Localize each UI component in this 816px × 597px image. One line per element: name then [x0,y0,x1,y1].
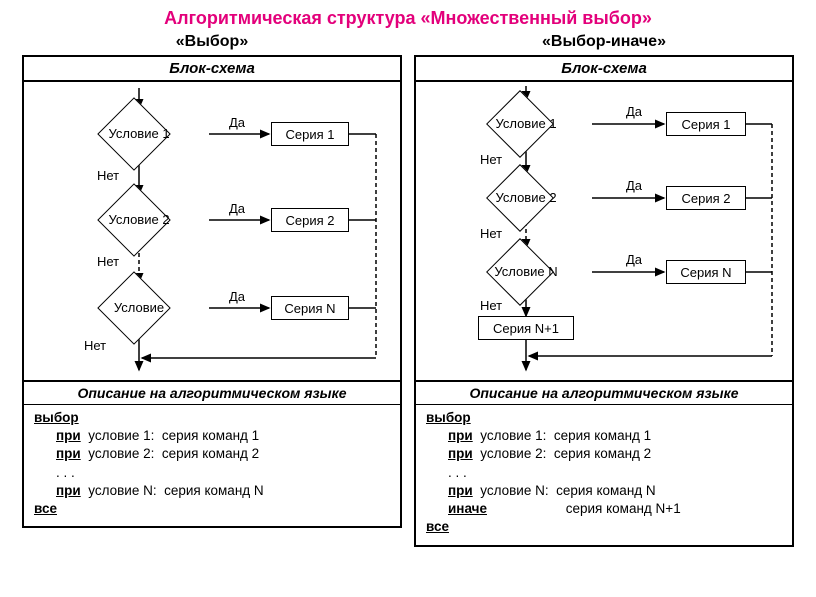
rect-series-else: Серия N+1 [478,316,574,340]
no-2r: Нет [480,226,502,241]
cond-rn: условие N: [480,483,548,498]
flowchart-right: Условие 1 Условие 2 Условие N Серия 1 Се… [416,82,792,380]
kw-case-r2: при [448,446,473,461]
no-1r: Нет [480,152,502,167]
dots-l: . . . [34,464,390,482]
rect-series-nr: Серия N [666,260,746,284]
rect-series-1: Серия 1 [271,122,349,146]
panel-right: «Выбор-иначе» Блок-схема [414,33,794,547]
cond-2r-label: Условие 2 [472,190,580,205]
act-r1: серия команд 1 [554,428,651,443]
section-header-left: Блок-схема [24,57,400,82]
cond-nr-label: Условие N [472,264,580,279]
kw-case-r1: при [448,428,473,443]
no-nr: Нет [480,298,502,313]
yes-2: Да [229,201,245,216]
kw-end-r: все [426,519,449,534]
section-header-right: Блок-схема [416,57,792,82]
act-r2: серия команд 2 [554,446,651,461]
main-title: Алгоритмическая структура «Множественный… [0,0,816,33]
desc-body-right: выбор при условие 1: серия команд 1 при … [416,405,792,545]
desc-header-right: Описание на алгоритмическом языке [416,380,792,405]
yes-n: Да [229,289,245,304]
no-1: Нет [97,168,119,183]
desc-body-left: выбор при условие 1: серия команд 1 при … [24,405,400,526]
subtitle-left: «Выбор» [22,33,402,51]
kw-case-l1: при [56,428,81,443]
no-2: Нет [97,254,119,269]
cond-r2: условие 2: [480,446,546,461]
act-rn: серия команд N [556,483,656,498]
yes-nr: Да [626,252,642,267]
cond-1r-label: Условие 1 [472,116,580,131]
kw-case-ln: при [56,483,81,498]
subtitle-right: «Выбор-иначе» [414,33,794,51]
yes-2r: Да [626,178,642,193]
cond-r1: условие 1: [480,428,546,443]
kw-end-l: все [34,501,57,516]
panels-row: «Выбор» Блок-схема [0,33,816,547]
desc-header-left: Описание на алгоритмическом языке [24,380,400,405]
kw-case-l2: при [56,446,81,461]
cond-2-label: Условие 2 [84,212,194,227]
dots-r: . . . [426,464,782,482]
act-l1: серия команд 1 [162,428,259,443]
yes-1: Да [229,115,245,130]
cond-1-label: Условие 1 [84,126,194,141]
cond-ln: условие N: [88,483,156,498]
flowchart-left: Условие 1 Условие 2 Условие Серия 1 Сери… [24,82,400,380]
rect-series-2r: Серия 2 [666,186,746,210]
no-n: Нет [84,338,106,353]
act-ln: серия команд N [164,483,264,498]
act-relse: серия команд N+1 [566,501,681,516]
rect-series-1r: Серия 1 [666,112,746,136]
cond-l1: условие 1: [88,428,154,443]
rect-series-n: Серия N [271,296,349,320]
cond-n-label: Условие [84,300,194,315]
cond-l2: условие 2: [88,446,154,461]
panel-left: «Выбор» Блок-схема [22,33,402,547]
act-l2: серия команд 2 [162,446,259,461]
kw-else-r: иначе [448,501,487,516]
kw-select-r: выбор [426,410,471,425]
yes-1r: Да [626,104,642,119]
kw-case-rn: при [448,483,473,498]
rect-series-2: Серия 2 [271,208,349,232]
kw-select-l: выбор [34,410,79,425]
